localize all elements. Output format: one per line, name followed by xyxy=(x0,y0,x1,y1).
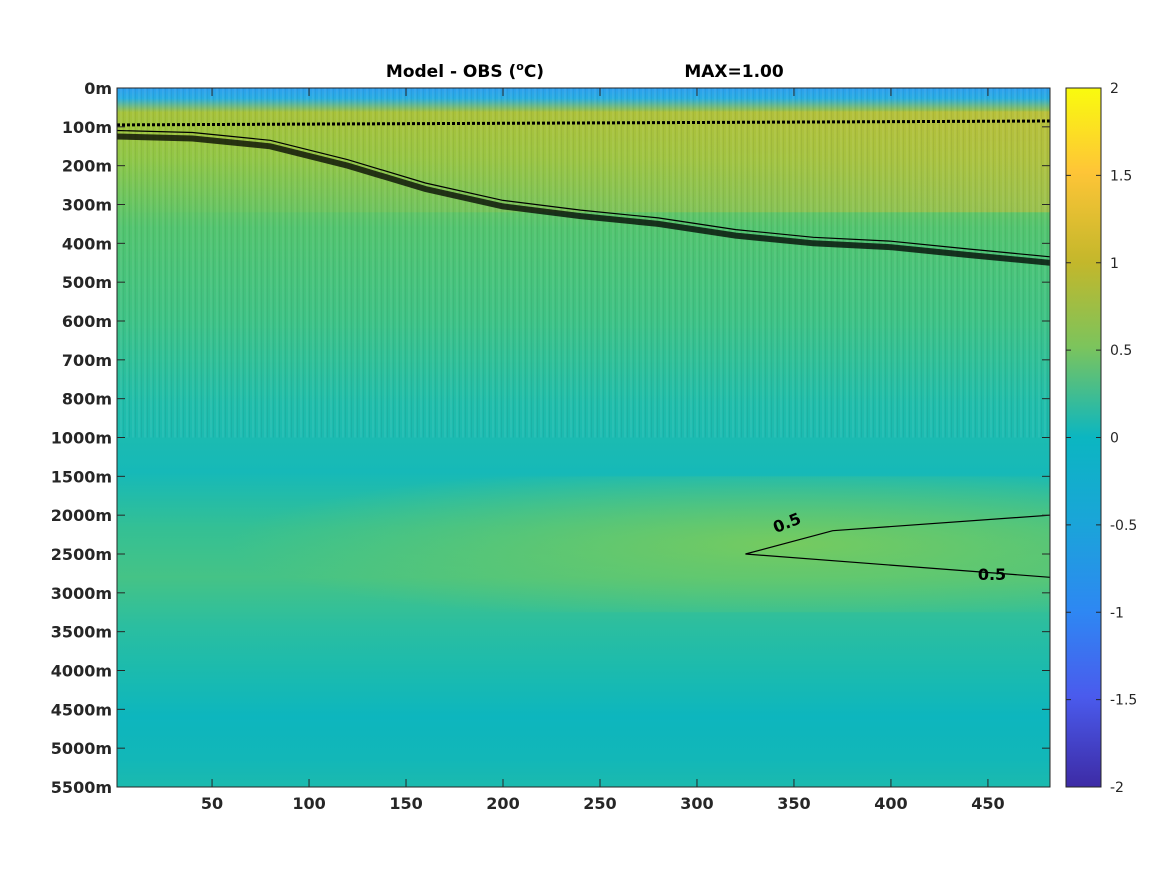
x-tick-label: 250 xyxy=(583,794,616,813)
y-tick-label: 600m xyxy=(62,312,112,331)
chart-title: Model - OBS (oC) xyxy=(386,60,544,82)
heatmap-field xyxy=(117,88,1050,787)
y-tick-label: 300m xyxy=(62,196,112,215)
colorbar-tick-label: 0.5 xyxy=(1110,343,1132,359)
y-tick-label: 5500m xyxy=(51,778,112,797)
contour-lower xyxy=(745,514,1051,578)
chart-max-label: MAX=1.00 xyxy=(684,62,784,82)
y-tick-label: 4500m xyxy=(51,700,112,719)
y-tick-label: 700m xyxy=(62,351,112,370)
field-striations xyxy=(117,88,1050,438)
colorbar-tick-label: -2 xyxy=(1110,780,1124,796)
y-tick-label: 800m xyxy=(62,390,112,409)
x-tick-label: 300 xyxy=(680,794,713,813)
y-tick-label: 5000m xyxy=(51,739,112,758)
y-tick-label: 200m xyxy=(62,157,112,176)
x-tick-label: 400 xyxy=(874,794,907,813)
colorbar-tick-label: -0.5 xyxy=(1110,518,1137,534)
y-tick-label: 2500m xyxy=(51,545,112,564)
y-tick-label: 3000m xyxy=(51,584,112,603)
x-tick-label: 100 xyxy=(292,794,325,813)
colorbar-tick-label: 2 xyxy=(1110,81,1119,97)
y-tick-label: 4000m xyxy=(51,662,112,681)
y-tick-label: 100m xyxy=(62,118,112,137)
x-tick-label: 450 xyxy=(971,794,1004,813)
colorbar-scale xyxy=(1065,87,1102,788)
x-tick-label: 150 xyxy=(389,794,422,813)
y-tick-label: 0m xyxy=(84,79,112,98)
colorbar-tick-label: 1 xyxy=(1110,256,1119,272)
x-tick-label: 50 xyxy=(201,794,223,813)
colorbar-tick-label: -1 xyxy=(1110,605,1124,621)
contour-label: 0.5 xyxy=(978,565,1006,584)
colorbar-tick-label: 1.5 xyxy=(1110,168,1132,184)
field-deep-anomaly xyxy=(117,476,1050,613)
colorbar xyxy=(1065,87,1102,788)
y-tick-label: 2000m xyxy=(51,506,112,525)
x-tick-label: 350 xyxy=(777,794,810,813)
y-tick-label: 3500m xyxy=(51,623,112,642)
x-axis-ticks: 50 100 150 200 250 300 350 400 450 xyxy=(201,88,1005,813)
contour-upper-band xyxy=(116,133,1051,266)
y-tick-label: 1500m xyxy=(51,467,112,486)
colorbar-tick-label: -1.5 xyxy=(1110,693,1137,709)
y-tick-label: 400m xyxy=(62,234,112,253)
colorbar-ticks: 2 1.5 1 0.5 0 -0.5 -1 -1.5 -2 xyxy=(1066,81,1137,796)
contour-near-surface xyxy=(116,119,1051,127)
y-tick-label: 500m xyxy=(62,273,112,292)
y-axis-ticks: 0m 100m 200m 300m 400m 500m 600m 700m 800m 1000m 1… xyxy=(51,79,1050,797)
x-tick-label: 200 xyxy=(486,794,519,813)
colorbar-tick-label: 0 xyxy=(1110,431,1119,447)
y-tick-label: 1000m xyxy=(51,429,112,448)
contour-upper-edge xyxy=(116,129,1051,258)
